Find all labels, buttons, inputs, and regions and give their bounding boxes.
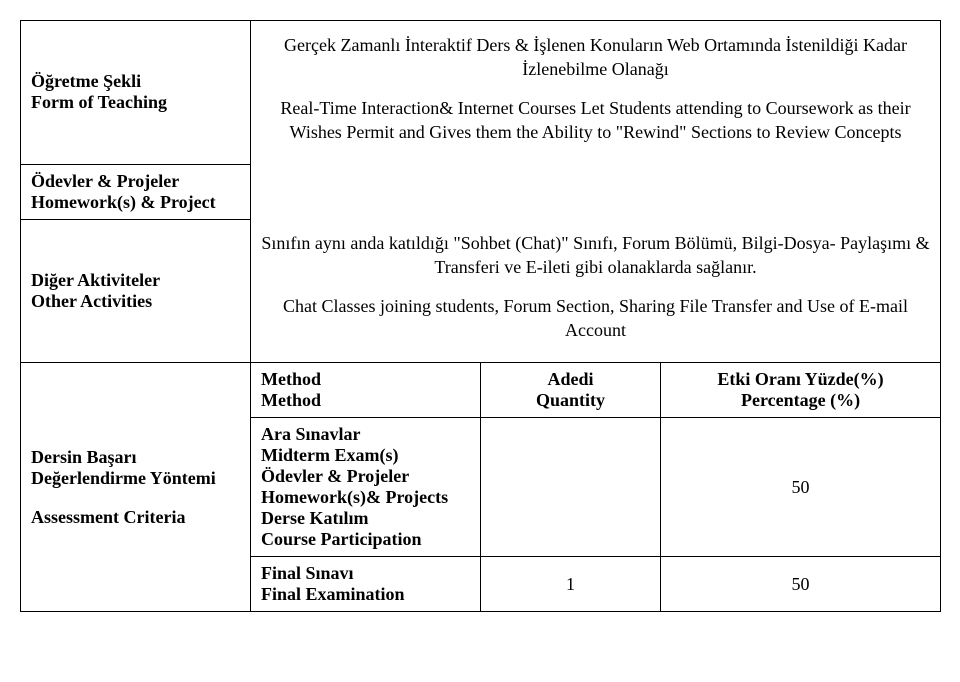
l5: Derse Katılım (261, 508, 470, 529)
l4: Homework(s)& Projects (261, 487, 470, 508)
l2: Final Examination (261, 584, 470, 605)
desc-tr: Sınıfın aynı anda katıldığı "Sohbet (Cha… (261, 231, 930, 280)
header-qty-en: Quantity (491, 390, 650, 411)
header-qty-tr: Adedi (491, 369, 650, 390)
row-homework: Ödevler & Projeler Homework(s) & Project (21, 164, 941, 219)
desc-en: Real-Time Interaction& Internet Courses … (261, 96, 930, 145)
label-form-of-teaching: Öğretme Şekli Form of Teaching (21, 21, 251, 165)
header-pct-en: Percentage (%) (671, 390, 930, 411)
label-homework: Ödevler & Projeler Homework(s) & Project (21, 164, 251, 219)
desc-homework (251, 164, 941, 219)
label-tr: Dersin Başarı Değerlendirme Yöntemi (31, 447, 240, 489)
header-method-tr: Method (261, 369, 470, 390)
syllabus-table: Öğretme Şekli Form of Teaching Gerçek Za… (20, 20, 941, 612)
label-en: Assessment Criteria (31, 507, 240, 528)
l2: Midterm Exam(s) (261, 445, 470, 466)
desc-en: Chat Classes joining students, Forum Sec… (261, 294, 930, 343)
label-tr: Ödevler & Projeler (31, 171, 240, 192)
label-tr: Diğer Aktiviteler (31, 270, 240, 291)
qty-midterm (481, 418, 661, 557)
method-final: Final Sınavı Final Examination (251, 557, 481, 612)
l1: Ara Sınavlar (261, 424, 470, 445)
l3: Ödevler & Projeler (261, 466, 470, 487)
header-quantity: Adedi Quantity (481, 363, 661, 418)
row-other-activities: Diğer Aktiviteler Other Activities Sınıf… (21, 219, 941, 363)
header-method-en: Method (261, 390, 470, 411)
header-percentage: Etki Oranı Yüzde(%) Percentage (%) (661, 363, 941, 418)
row-form-of-teaching: Öğretme Şekli Form of Teaching Gerçek Za… (21, 21, 941, 165)
header-method: Method Method (251, 363, 481, 418)
method-midterm: Ara Sınavlar Midterm Exam(s) Ödevler & P… (251, 418, 481, 557)
pct-midterm: 50 (661, 418, 941, 557)
qty-final: 1 (481, 557, 661, 612)
header-pct-tr: Etki Oranı Yüzde(%) (671, 369, 930, 390)
row-assessment-header: Dersin Başarı Değerlendirme Yöntemi Asse… (21, 363, 941, 418)
desc-title-tr: Gerçek Zamanlı İnteraktif Ders & İşlenen… (261, 33, 930, 82)
label-en: Other Activities (31, 291, 240, 312)
l6: Course Participation (261, 529, 470, 550)
label-other-activities: Diğer Aktiviteler Other Activities (21, 219, 251, 363)
l1: Final Sınavı (261, 563, 470, 584)
label-tr: Öğretme Şekli (31, 71, 240, 92)
label-assessment: Dersin Başarı Değerlendirme Yöntemi Asse… (21, 363, 251, 612)
desc-form-of-teaching: Gerçek Zamanlı İnteraktif Ders & İşlenen… (251, 21, 941, 165)
label-en: Homework(s) & Project (31, 192, 240, 213)
desc-other-activities: Sınıfın aynı anda katıldığı "Sohbet (Cha… (251, 219, 941, 363)
label-en: Form of Teaching (31, 92, 240, 113)
pct-final: 50 (661, 557, 941, 612)
